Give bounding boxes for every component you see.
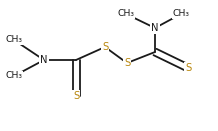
Text: CH₃: CH₃ — [172, 10, 189, 18]
Text: CH₃: CH₃ — [5, 36, 22, 45]
Text: S: S — [185, 63, 191, 73]
Text: S: S — [73, 91, 79, 101]
Text: CH₃: CH₃ — [5, 72, 22, 81]
Text: N: N — [40, 55, 48, 65]
Text: S: S — [102, 42, 108, 52]
Text: CH₃: CH₃ — [118, 10, 135, 18]
Text: S: S — [124, 58, 130, 68]
Text: N: N — [151, 23, 159, 33]
